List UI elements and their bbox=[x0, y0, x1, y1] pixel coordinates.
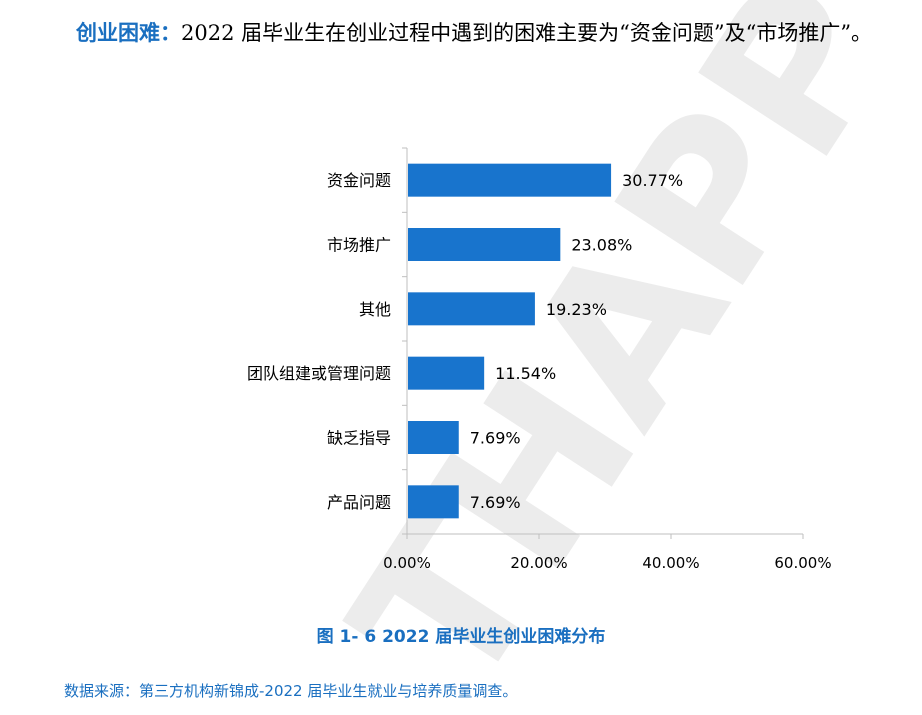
category-label: 市场推广 bbox=[327, 236, 391, 255]
bar bbox=[408, 421, 459, 454]
figure-caption: 图 1- 6 2022 届毕业生创业困难分布 bbox=[316, 627, 606, 647]
intro-text: 2022 届毕业生在创业过程中遇到的困难主要为“资金问题”及“市场推广”。 bbox=[181, 21, 873, 45]
category-label: 产品问题 bbox=[327, 493, 391, 512]
data-label: 23.08% bbox=[571, 236, 632, 255]
bar bbox=[408, 163, 612, 197]
data-label: 11.54% bbox=[495, 364, 556, 383]
category-label: 其他 bbox=[359, 300, 391, 319]
bar bbox=[408, 356, 485, 390]
category-label: 团队组建或管理问题 bbox=[247, 364, 391, 383]
x-tick-label: 0.00% bbox=[383, 554, 431, 572]
x-tick-label: 40.00% bbox=[642, 554, 699, 572]
data-label: 7.69% bbox=[470, 429, 521, 448]
category-label: 资金问题 bbox=[327, 171, 391, 190]
bar bbox=[408, 228, 561, 261]
data-label: 7.69% bbox=[470, 493, 521, 512]
data-label: 19.23% bbox=[546, 300, 607, 319]
x-tick-label: 20.00% bbox=[510, 554, 567, 572]
data-label: 30.77% bbox=[622, 171, 683, 190]
category-label: 缺乏指导 bbox=[327, 429, 391, 448]
intro-paragraph: 创业困难：2022 届毕业生在创业过程中遇到的困难主要为“资金问题”及“市场推广… bbox=[30, 12, 910, 54]
x-tick-label: 60.00% bbox=[774, 554, 831, 572]
intro-lead: 创业困难： bbox=[76, 21, 181, 45]
data-source-note: 数据来源：第三方机构新锦成-2022 届毕业生就业与培养质量调查。 bbox=[64, 682, 518, 700]
bar bbox=[408, 292, 535, 326]
bar bbox=[408, 485, 459, 519]
